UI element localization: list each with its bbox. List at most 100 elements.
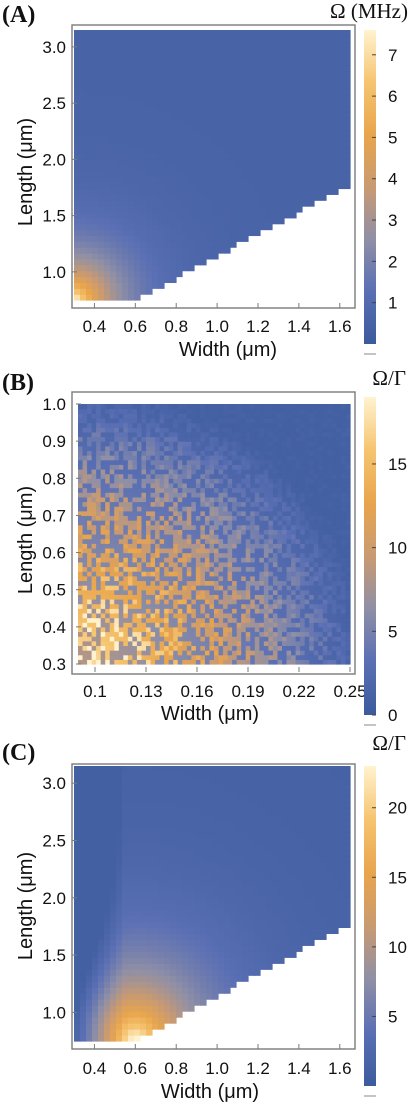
heatmap-cell [194,182,201,190]
heatmap-cell [164,557,170,563]
heatmap-cell [182,589,188,595]
heatmap-cell [278,30,285,37]
heatmap-cell [74,276,81,283]
heatmap-cell [168,543,174,549]
heatmap-cell [290,30,297,37]
heatmap-cell [272,431,279,438]
heatmap-cell [191,473,197,479]
heatmap-cell [254,580,260,586]
heatmap-cell [195,510,201,517]
heatmap-cell [232,580,238,586]
heatmap-cell [200,585,206,591]
heatmap-cell [245,589,251,595]
heatmap-cell [218,501,224,507]
heatmap-cell [123,557,129,563]
heatmap-cell [250,580,256,586]
heatmap-cell [272,211,279,219]
heatmap-cell [318,427,324,433]
heatmap-cell [100,487,106,493]
heatmap-cell [212,241,219,248]
heatmap-cell [176,129,183,137]
heatmap-cell [277,459,283,465]
heatmap-cell [236,106,243,113]
heatmap-cell [268,650,274,656]
heatmap-cell [104,182,111,190]
heatmap-cell [176,35,183,43]
heatmap-cell [277,543,283,549]
heatmap-cell [200,520,206,526]
heatmap-cell [92,135,99,143]
heatmap-cell [182,253,189,260]
heatmap-cell [159,599,165,605]
heatmap-cell [159,408,165,414]
heatmap-cell [304,417,310,424]
heatmap-cell [309,622,315,628]
heatmap-cell [200,450,206,456]
heatmap-cell [109,654,115,660]
heatmap-cell [218,636,224,642]
heatmap-cell [266,30,273,37]
heatmap-cell [91,575,97,582]
heatmap-cell [212,235,219,242]
heatmap-cell [242,194,249,201]
heatmap-cell [286,501,292,507]
heatmap-cell [245,496,251,503]
heatmap-cell [327,594,333,600]
heatmap-cell [104,53,111,60]
heatmap-cell [322,585,328,591]
heatmap-cell [177,510,183,517]
heatmap-cell [118,557,124,563]
heatmap-cell [168,534,174,540]
heatmap-cell [241,524,247,530]
heatmap-cell [218,441,224,447]
heatmap-cell [268,594,274,600]
heatmap-cell [186,427,192,433]
heatmap-cell [322,501,328,507]
heatmap-cell [227,422,233,428]
heatmap-cell [254,53,261,60]
heatmap-cell [158,176,165,184]
heatmap-cell [164,506,170,512]
heatmap-cell [232,566,238,572]
heatmap-cell [141,566,147,572]
heatmap-cell [272,464,279,470]
heatmap-cell [146,147,153,154]
heatmap-cell [118,510,124,517]
heatmap-cell [331,538,337,544]
heatmap-cell [248,88,255,96]
heatmap-cell [224,30,231,37]
heatmap-cell [164,612,170,619]
heatmap-cell [332,170,339,178]
heatmap-cell [182,217,189,225]
heatmap-cell [86,253,93,260]
heatmap-cell [150,645,156,651]
heatmap-cell [82,478,88,484]
heatmap-cell [150,524,156,530]
heatmap-cell [200,561,206,568]
heatmap-cell [272,580,279,586]
heatmap-cell [100,501,106,507]
heatmap-cell [286,404,292,410]
heatmap-cell [223,450,229,456]
heatmap-cell [177,413,183,419]
heatmap-cell [188,165,195,172]
heatmap-cell [218,487,224,493]
heatmap-cell [195,561,201,568]
heatmap-cell [100,599,106,605]
heatmap-cell [326,147,333,154]
heatmap-cell [92,288,99,295]
heatmap-cell [236,455,242,461]
heatmap-cell [191,654,197,660]
heatmap-cell [116,141,123,148]
heatmap-cell [344,76,351,84]
y-tick-label: 2.5 [42,94,66,113]
heatmap-cell [232,413,238,419]
heatmap-cell [123,478,129,484]
heatmap-cell [159,585,165,591]
heatmap-cell [218,82,225,90]
heatmap-cell [168,547,174,554]
heatmap-cell [92,118,99,125]
heatmap-cell [100,538,106,544]
heatmap-cell [245,455,251,461]
heatmap-cell [128,88,135,96]
